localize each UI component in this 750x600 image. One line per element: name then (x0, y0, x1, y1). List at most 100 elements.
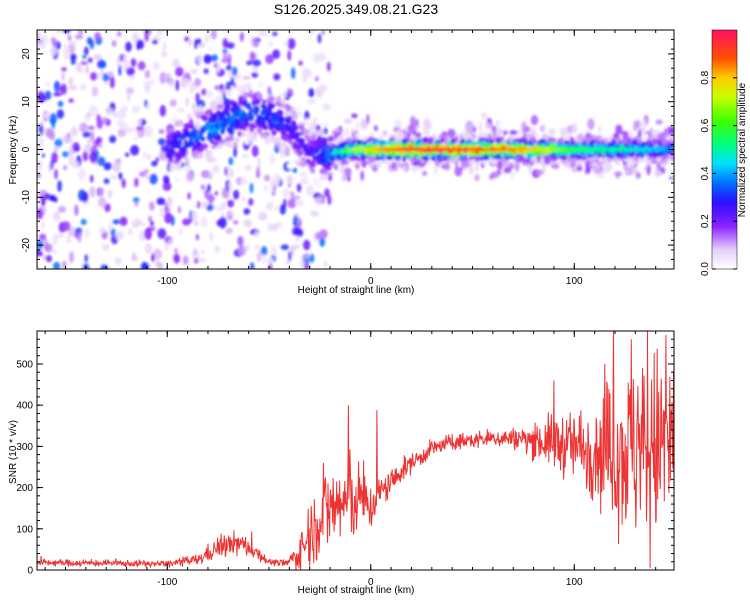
heatmap-cell (130, 145, 140, 156)
heatmap-cell (200, 201, 208, 209)
heatmap-cell (198, 43, 206, 48)
heatmap-cell (293, 215, 298, 227)
heatmap-cell (189, 140, 195, 147)
heatmap-cell (410, 157, 416, 164)
heatmap-cell (427, 137, 435, 142)
heatmap-cell (115, 230, 124, 241)
heatmap-cell (213, 130, 219, 135)
heatmap-cell (223, 52, 228, 62)
heatmap-cell (306, 30, 316, 36)
heatmap-cell (598, 125, 602, 134)
heatmap-cell (270, 96, 275, 102)
heatmap-cell (340, 164, 344, 172)
heatmap-cell (85, 65, 89, 74)
heatmap-cell (306, 121, 312, 128)
heatmap-cell (188, 38, 192, 47)
heatmap-cell (227, 193, 231, 200)
heatmap-cell (251, 100, 256, 106)
heatmap-cell (311, 128, 315, 135)
heatmap-cell (283, 40, 289, 47)
heatmap-cell (87, 125, 95, 131)
heatmap-cell (646, 164, 651, 176)
heatmap-cell (242, 75, 252, 80)
heatmap-cell (291, 195, 301, 200)
heatmap-cell (567, 125, 573, 134)
heatmap-cell (203, 143, 209, 149)
heatmap-cell (224, 166, 228, 176)
heatmap-cell (302, 156, 306, 162)
heatmap-cell (409, 134, 417, 141)
heatmap-cell (159, 105, 166, 117)
x-tick-label: 0 (368, 577, 374, 588)
heatmap-cell (89, 186, 96, 198)
heatmap-cell (117, 128, 126, 138)
heatmap-cell (50, 159, 54, 170)
heatmap-cell (121, 178, 126, 189)
heatmap-cell (391, 162, 396, 167)
heatmap-cell (167, 78, 175, 87)
heatmap-cell (287, 50, 292, 61)
heatmap-cell (118, 172, 123, 180)
heatmap-cell (427, 159, 432, 167)
heatmap-cell (51, 151, 58, 164)
heatmap-cell (246, 83, 253, 90)
heatmap-cell (454, 136, 459, 143)
heatmap-cell (79, 83, 87, 91)
heatmap-cell (205, 90, 214, 98)
heatmap-cell (191, 103, 197, 110)
heatmap-cell (126, 67, 135, 76)
heatmap-cell (90, 72, 98, 81)
heatmap-cell (178, 139, 182, 147)
heatmap-cell (231, 66, 238, 76)
heatmap-cell (102, 73, 109, 82)
heatmap-cell (166, 196, 173, 208)
heatmap-cell (40, 195, 46, 207)
heatmap-cell (137, 39, 145, 50)
x-tick-label: 0 (368, 276, 374, 287)
heatmap-cell (239, 31, 244, 42)
heatmap-cell (61, 71, 65, 82)
heatmap-cell (386, 167, 394, 172)
heatmap-cell (98, 142, 103, 149)
heatmap-cell (243, 208, 251, 215)
heatmap-cell (363, 141, 368, 146)
colorbar-tick-label: 0.2 (700, 214, 711, 228)
heatmap-cell (556, 158, 563, 164)
heatmap-cell (99, 227, 106, 234)
heatmap-cell (308, 88, 315, 98)
heatmap-cell (256, 166, 260, 174)
heatmap-cell (222, 98, 231, 107)
heatmap-cell (171, 58, 181, 68)
heatmap-cell (218, 104, 224, 110)
heatmap-cell (281, 129, 287, 135)
heatmap-cell (237, 235, 244, 247)
heatmap-cell (246, 60, 253, 66)
heatmap-cell (249, 93, 254, 99)
heatmap-cell (375, 161, 382, 168)
heatmap-cell (119, 216, 128, 226)
heatmap-cell (587, 118, 595, 130)
heatmap-cell (414, 132, 422, 139)
heatmap-cell (99, 60, 107, 69)
heatmap-cell (508, 136, 512, 142)
heatmap-cell (438, 134, 446, 140)
heatmap-cell (407, 124, 416, 133)
heatmap-cell (304, 262, 310, 269)
heatmap-cell (214, 85, 220, 91)
heatmap-cell (273, 173, 281, 186)
heatmap-cell (156, 30, 165, 35)
heatmap-cell (77, 231, 82, 243)
heatmap-cell (273, 96, 279, 103)
heatmap-cell (576, 164, 583, 172)
x-tick-label: -100 (157, 577, 177, 588)
heatmap-cell (45, 81, 50, 87)
heatmap-cell (101, 243, 110, 251)
heatmap-cell (63, 165, 67, 171)
heatmap-cell (70, 126, 79, 137)
heatmap-cell (177, 206, 182, 214)
heatmap-cell (433, 153, 438, 159)
heatmap-cell (366, 138, 371, 143)
heatmap-cell (528, 162, 532, 175)
heatmap-cell (319, 229, 328, 239)
heatmap-cell (70, 58, 76, 65)
